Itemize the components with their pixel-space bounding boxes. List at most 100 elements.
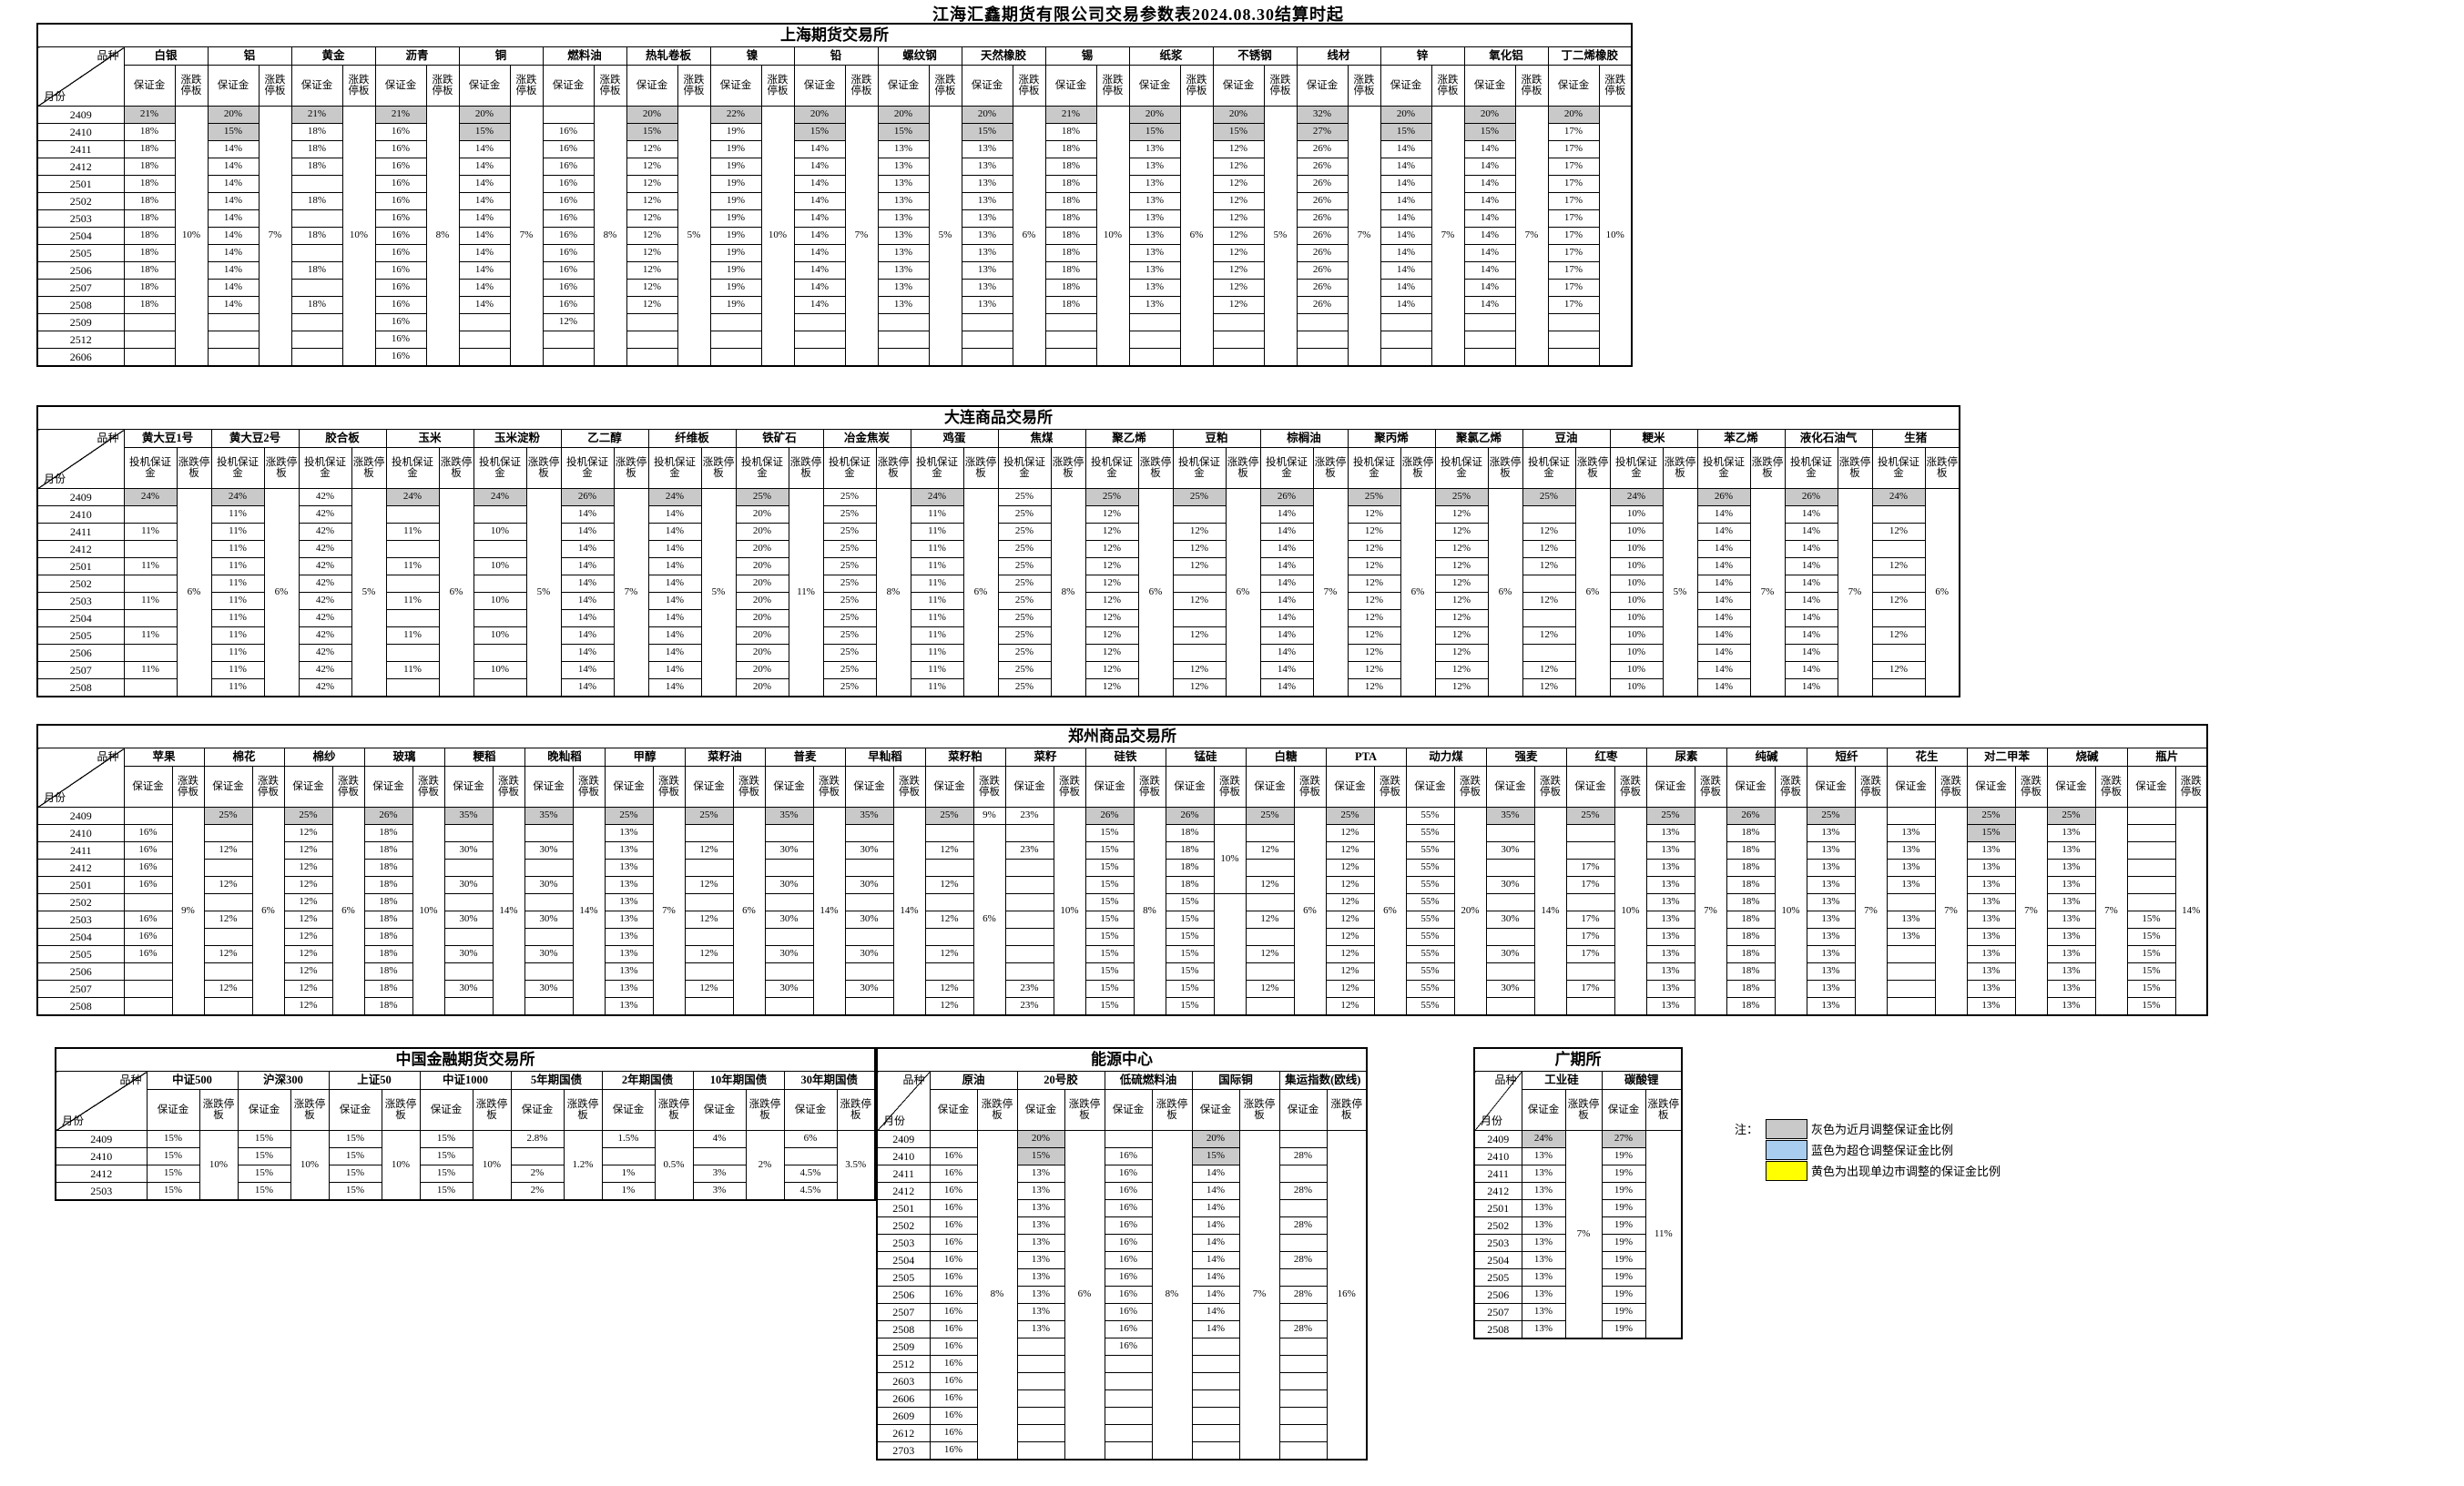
limit-label: 涨跌停板 — [1312, 447, 1349, 489]
margin-cell — [1245, 893, 1295, 911]
margin-cell — [1004, 893, 1054, 911]
month-cell: 2501 — [36, 175, 125, 193]
margin-cell: 12% — [1522, 626, 1576, 645]
margin-cell: 14% — [1784, 644, 1838, 662]
month-cell: 2506 — [1473, 1286, 1522, 1304]
limit-label: 涨跌停板 — [593, 65, 627, 107]
margin-cell: 13% — [1128, 175, 1181, 193]
limit-cell: 8% — [425, 106, 460, 367]
margin-cell: 16% — [542, 158, 595, 176]
corner-month-label: 月份 — [883, 1114, 906, 1128]
margin-cell: 14% — [1463, 140, 1516, 158]
margin-cell: 13% — [1016, 1216, 1065, 1235]
margin-cell: 12% — [1172, 626, 1227, 645]
month-cell: 2612 — [876, 1424, 931, 1442]
margin-cell: 19% — [1601, 1286, 1646, 1304]
margin-cell — [1128, 348, 1181, 367]
margin-cell: 13% — [1016, 1199, 1065, 1217]
margin-label: 保证金 — [877, 65, 930, 107]
margin-cell: 25% — [997, 609, 1052, 627]
margin-cell: 14% — [1191, 1268, 1240, 1287]
margin-cell — [203, 859, 253, 877]
margin-cell: 11% — [210, 575, 265, 593]
margin-cell: 13% — [1806, 859, 1856, 877]
margin-cell: 18% — [1165, 841, 1215, 860]
margin-cell: 18% — [1726, 893, 1776, 911]
margin-cell — [764, 893, 814, 911]
margin-cell: 24% — [1609, 488, 1664, 506]
margin-cell: 12% — [1325, 980, 1375, 998]
margin-cell — [1485, 824, 1535, 842]
margin-cell: 30% — [764, 911, 814, 929]
month-cell: 2505 — [36, 244, 125, 262]
margin-cell — [524, 997, 574, 1016]
limit-label: 涨跌停板 — [290, 1089, 330, 1131]
margin-cell: 20% — [626, 106, 678, 124]
margin-cell: 11% — [910, 644, 964, 662]
margin-cell: 12% — [1347, 557, 1401, 575]
margin-cell: 14% — [1191, 1199, 1240, 1217]
limit-cell: 10% — [1598, 106, 1633, 367]
limit-cell: 14% — [1533, 807, 1567, 1016]
margin-cell: 30% — [844, 911, 894, 929]
margin-cell — [844, 928, 894, 946]
margin-cell — [626, 348, 678, 367]
margin-cell: 10% — [1609, 609, 1664, 627]
margin-cell: 15% — [419, 1130, 473, 1148]
month-cell: 2505 — [36, 945, 125, 963]
product-header: 玻璃 — [363, 748, 445, 767]
margin-cell: 11% — [910, 505, 964, 524]
month-cell: 2410 — [36, 505, 125, 524]
margin-cell: 16% — [374, 348, 427, 367]
limit-cell — [1213, 807, 1247, 825]
margin-cell — [443, 859, 494, 877]
margin-cell — [443, 893, 494, 911]
margin-cell: 1% — [601, 1182, 656, 1201]
margin-cell: 15% — [2126, 945, 2176, 963]
limit-cell: 10% — [174, 106, 209, 367]
limit-label: 涨跌停板 — [1293, 766, 1327, 808]
margin-cell — [510, 1147, 565, 1165]
margin-cell — [443, 997, 494, 1016]
margin-label: 保证金 — [2126, 766, 2176, 808]
product-header: 硅铁 — [1084, 748, 1166, 767]
margin-cell: 17% — [1547, 261, 1600, 280]
margin-label: 投机保证金 — [647, 447, 702, 489]
margin-cell: 18% — [1044, 296, 1097, 314]
margin-cell: 15% — [1165, 997, 1215, 1016]
margin-label: 投机保证金 — [1434, 447, 1489, 489]
margin-cell: 25% — [997, 540, 1052, 558]
margin-cell: 15% — [419, 1147, 473, 1165]
margin-cell: 11% — [123, 523, 178, 541]
margin-cell: 16% — [374, 140, 427, 158]
product-header: 短纤 — [1806, 748, 1888, 767]
margin-cell: 20% — [1016, 1130, 1065, 1148]
margin-cell — [1871, 505, 1926, 524]
margin-cell: 42% — [298, 661, 352, 679]
margin-cell: 25% — [997, 592, 1052, 610]
legend-text-gray: 灰色为近月调整保证金比例 — [1811, 1123, 1954, 1136]
limit-cell: 10% — [1213, 824, 1247, 894]
limit-cell: 10% — [199, 1130, 239, 1201]
margin-label: 保证金 — [783, 1089, 838, 1131]
margin-cell: 42% — [298, 540, 352, 558]
margin-label: 保证金 — [1547, 65, 1600, 107]
limit-label: 涨跌停板 — [331, 766, 365, 808]
margin-cell: 13% — [1521, 1268, 1566, 1287]
product-header: 烧碱 — [2046, 748, 2128, 767]
margin-cell: 15% — [961, 123, 1013, 141]
margin-cell: 20% — [735, 644, 789, 662]
margin-cell: 28% — [1278, 1216, 1328, 1235]
margin-cell — [709, 313, 762, 331]
margin-cell: 42% — [298, 523, 352, 541]
margin-cell — [473, 540, 527, 558]
margin-cell: 18% — [1165, 824, 1215, 842]
limit-cell: 6% — [1400, 488, 1436, 697]
product-header: 玉米 — [385, 429, 474, 448]
margin-label: 保证金 — [524, 766, 574, 808]
margin-cell — [1104, 1355, 1153, 1373]
margin-cell: 42% — [298, 505, 352, 524]
limit-cell: 6% — [972, 824, 1006, 1016]
margin-cell: 17% — [1565, 945, 1615, 963]
